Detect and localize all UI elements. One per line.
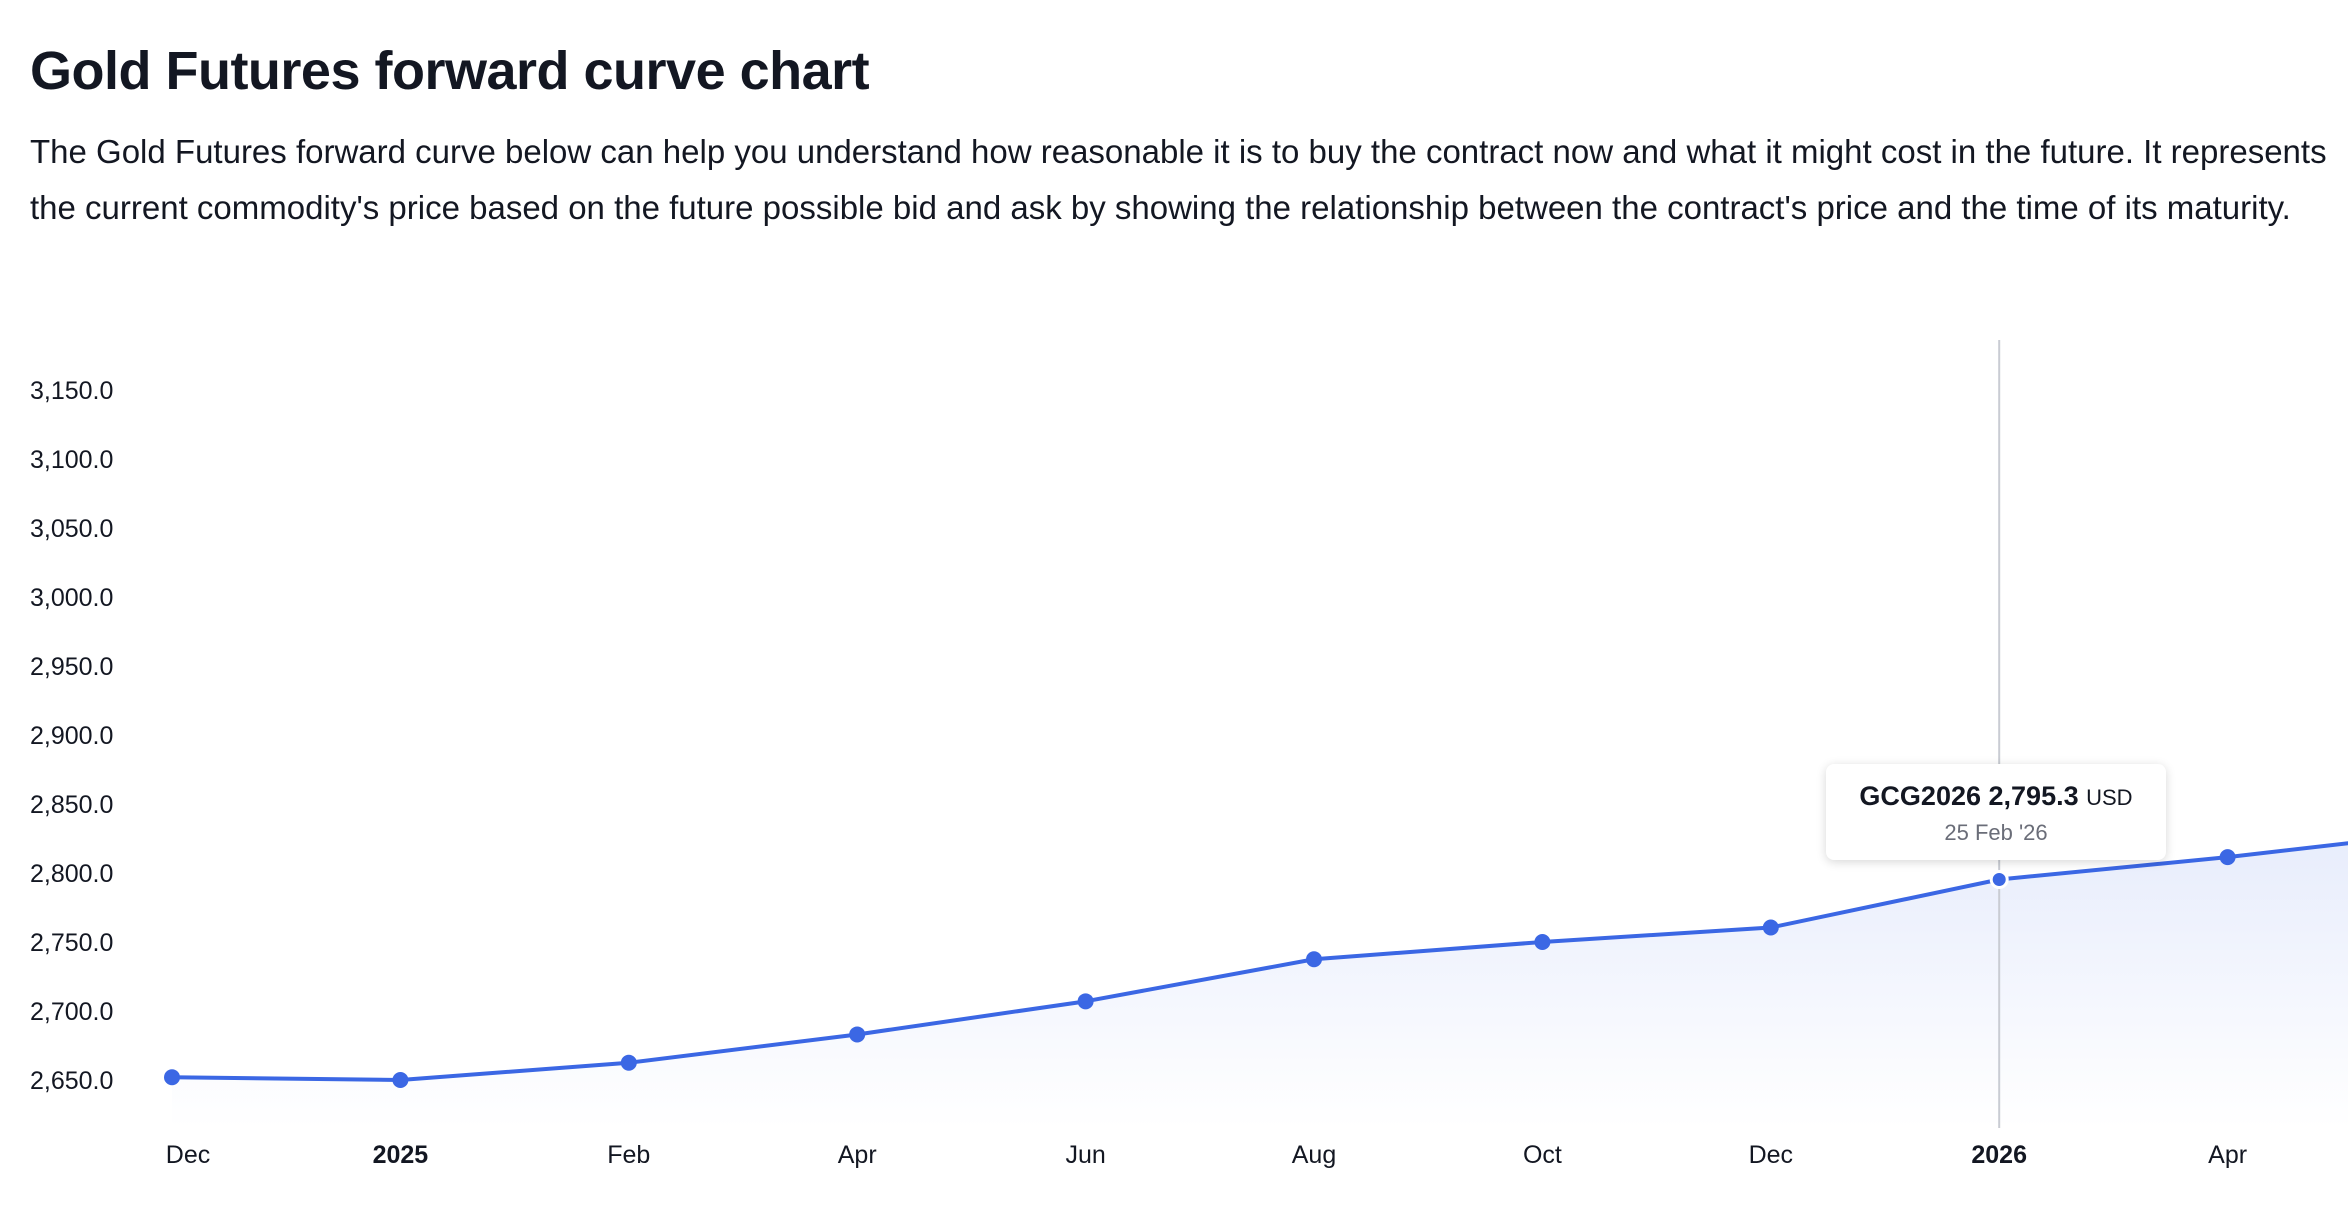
data-point-highlighted[interactable]: [1989, 869, 2009, 889]
y-tick-label: 3,150.0: [30, 377, 113, 405]
x-tick-year-label: 2026: [1971, 1141, 2027, 1169]
data-point[interactable]: [1077, 993, 1094, 1010]
forward-curve-chart[interactable]: 2,650.0 2,700.0 2,750.0 2,800.0 2,850.0 2,900…: [0, 320, 2348, 1210]
data-point[interactable]: [1534, 934, 1551, 950]
x-tick-label: Oct: [1523, 1141, 1562, 1169]
data-point[interactable]: [1762, 919, 1779, 936]
x-tick-label: Dec: [1749, 1141, 1793, 1169]
area-layer: [172, 843, 2348, 1128]
x-tick-label: Apr: [838, 1141, 877, 1169]
tooltip-date: 25 Feb '26: [1944, 820, 2048, 845]
y-tick-label: 2,850.0: [30, 791, 113, 819]
data-point[interactable]: [164, 1069, 180, 1086]
tooltip-value: 2,795.3: [1988, 781, 2079, 811]
chart-tooltip: GCG2026 2,795.3 USD 25 Feb '26: [1826, 764, 2166, 860]
data-point[interactable]: [1306, 951, 1322, 968]
tooltip-main: GCG2026 2,795.3 USD: [1826, 778, 2166, 816]
data-point[interactable]: [2219, 849, 2236, 866]
page-description: The Gold Futures forward curve below can…: [30, 133, 2327, 226]
points-layer: [164, 849, 2236, 1088]
chart-canvas[interactable]: 2,650.0 2,700.0 2,750.0 2,800.0 2,850.0 2,900…: [0, 320, 2348, 1210]
page-title: Gold Futures forward curve chart: [30, 41, 870, 101]
tooltip-symbol: GCG2026: [1859, 781, 1981, 811]
y-tick-label: 2,750.0: [30, 929, 113, 957]
y-tick-label: 2,700.0: [30, 998, 113, 1026]
series-area: [172, 843, 2348, 1128]
x-tick-label: Apr: [2208, 1141, 2247, 1169]
data-point[interactable]: [849, 1026, 866, 1043]
y-tick-label: 3,050.0: [30, 515, 113, 543]
y-tick-label: 2,950.0: [30, 653, 113, 681]
y-tick-label: 2,800.0: [30, 860, 113, 888]
x-axis: Dec 2025 Feb Apr Jun Aug Oct Dec 2026 Apr: [166, 1141, 2247, 1169]
y-tick-label: 2,900.0: [30, 722, 113, 750]
tooltip-unit: USD: [2086, 785, 2133, 810]
x-tick-year-label: 2025: [373, 1141, 429, 1169]
data-point[interactable]: [620, 1054, 637, 1071]
data-point[interactable]: [392, 1072, 409, 1088]
x-tick-label: Dec: [166, 1141, 210, 1169]
x-tick-label: Jun: [1065, 1141, 1105, 1169]
y-tick-label: 3,100.0: [30, 446, 113, 474]
y-tick-label: 3,000.0: [30, 584, 113, 612]
y-axis: 2,650.0 2,700.0 2,750.0 2,800.0 2,850.0 2,900…: [30, 377, 113, 1095]
y-tick-label: 2,650.0: [30, 1067, 113, 1095]
x-tick-label: Aug: [1292, 1141, 1336, 1169]
x-tick-label: Feb: [607, 1141, 650, 1169]
